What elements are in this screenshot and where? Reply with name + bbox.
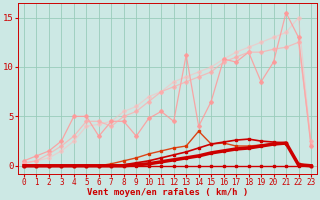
X-axis label: Vent moyen/en rafales ( km/h ): Vent moyen/en rafales ( km/h ) — [87, 188, 248, 197]
